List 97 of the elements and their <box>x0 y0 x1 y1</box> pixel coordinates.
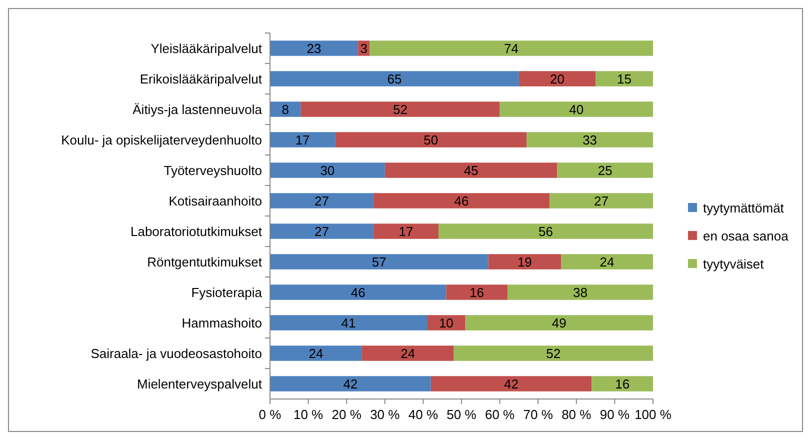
bar <box>270 315 428 330</box>
data-label: 17 <box>398 224 414 239</box>
data-label: 16 <box>615 376 630 392</box>
data-label: 23 <box>306 40 322 56</box>
bar <box>270 224 374 239</box>
data-label: 27 <box>314 193 329 208</box>
data-label: 46 <box>350 284 366 300</box>
data-label: 25 <box>598 162 612 178</box>
y-tick-label: Sairaala- ja vuodeosastohoito <box>90 346 262 361</box>
x-tick-label: 40 % <box>408 407 438 422</box>
bar <box>518 71 596 86</box>
data-label: 41 <box>341 315 356 330</box>
x-tick-label: 80 % <box>562 407 592 422</box>
bar <box>270 132 336 148</box>
bar <box>373 224 439 239</box>
bar <box>446 284 508 300</box>
x-tick-label: 90 % <box>600 407 630 422</box>
data-label: 50 <box>424 132 438 148</box>
x-tick-label: 100 % <box>634 407 672 422</box>
data-label: 57 <box>372 254 386 270</box>
data-label: 40 <box>569 102 584 117</box>
data-label: 19 <box>517 254 532 270</box>
bar <box>526 132 653 148</box>
x-tick-label: 70 % <box>523 407 554 422</box>
bar <box>384 162 558 178</box>
bar <box>507 284 653 300</box>
data-label: 33 <box>582 132 598 148</box>
x-tick-label: 10 % <box>293 407 324 422</box>
y-tick-label: Työterveyshuolto <box>164 162 262 178</box>
bar <box>557 162 653 178</box>
data-label: 42 <box>343 376 358 392</box>
data-label: 15 <box>617 71 632 86</box>
data-label: 3 <box>360 40 368 56</box>
legend-label: tyytymättömät <box>703 200 784 216</box>
data-label: 46 <box>454 193 469 208</box>
bar <box>270 102 301 117</box>
bar <box>270 284 446 300</box>
bar <box>373 193 550 208</box>
bar <box>500 102 653 117</box>
bar <box>438 224 653 239</box>
data-label: 56 <box>538 224 553 239</box>
legend-label: en osaa sanoa <box>703 228 790 244</box>
y-tick-label: Fysioterapia <box>191 284 263 300</box>
bar <box>561 254 653 270</box>
bar <box>300 102 500 117</box>
y-tick-label: Äitiys-ja lastenneuvola <box>132 102 263 117</box>
legend-label: tyytyväiset <box>703 256 764 272</box>
data-label: 20 <box>550 71 564 86</box>
bar <box>592 376 653 392</box>
data-label: 24 <box>400 346 416 361</box>
data-label: 38 <box>572 284 588 300</box>
x-tick-label: 60 % <box>484 407 516 422</box>
bar <box>335 132 527 148</box>
bar <box>270 40 358 56</box>
data-label: 8 <box>282 102 289 117</box>
data-label: 42 <box>504 376 519 392</box>
data-label: 49 <box>552 315 566 330</box>
y-tick-label: Kotisairaanhoito <box>168 193 262 208</box>
y-tick-label: Yleislääkäripalvelut <box>150 40 262 56</box>
bar <box>270 193 374 208</box>
y-tick-label: Röntgentutkimukset <box>147 254 262 270</box>
data-label: 45 <box>464 162 478 178</box>
data-label: 74 <box>504 40 519 56</box>
bar <box>270 162 385 178</box>
data-label: 17 <box>295 132 310 148</box>
bar <box>430 376 592 392</box>
bar <box>270 71 519 86</box>
x-tick-label: 0 % <box>258 407 282 422</box>
data-label: 24 <box>600 254 614 270</box>
x-tick-label: 20 % <box>332 407 362 422</box>
x-tick-label: 50 % <box>446 407 477 422</box>
y-tick-label: Erikoislääkäripalvelut <box>140 71 262 86</box>
bar <box>465 315 653 330</box>
y-tick-label: Hammashoito <box>182 315 262 330</box>
data-label: 52 <box>546 346 561 361</box>
data-label: 16 <box>470 284 484 300</box>
data-label: 52 <box>392 102 408 117</box>
x-tick-label: 30 % <box>370 407 400 422</box>
data-label: 65 <box>387 71 402 86</box>
bar <box>454 346 653 361</box>
y-tick-label: Koulu- ja opiskelijaterveydenhuolto <box>61 132 262 148</box>
data-label: 27 <box>594 193 609 208</box>
bar <box>488 254 562 270</box>
bar <box>550 193 653 208</box>
data-label: 10 <box>438 315 454 330</box>
data-label: 30 <box>320 162 335 178</box>
bar <box>370 40 653 56</box>
data-label: 27 <box>314 224 329 239</box>
bar <box>596 71 653 86</box>
bar <box>270 376 431 392</box>
bar <box>270 254 488 270</box>
data-label: 24 <box>308 346 324 361</box>
bar <box>427 315 466 330</box>
bar <box>362 346 454 361</box>
y-tick-label: Mielenterveyspalvelut <box>136 376 262 392</box>
bar <box>270 346 362 361</box>
y-tick-label: Laboratoriotutkimukset <box>130 224 262 239</box>
